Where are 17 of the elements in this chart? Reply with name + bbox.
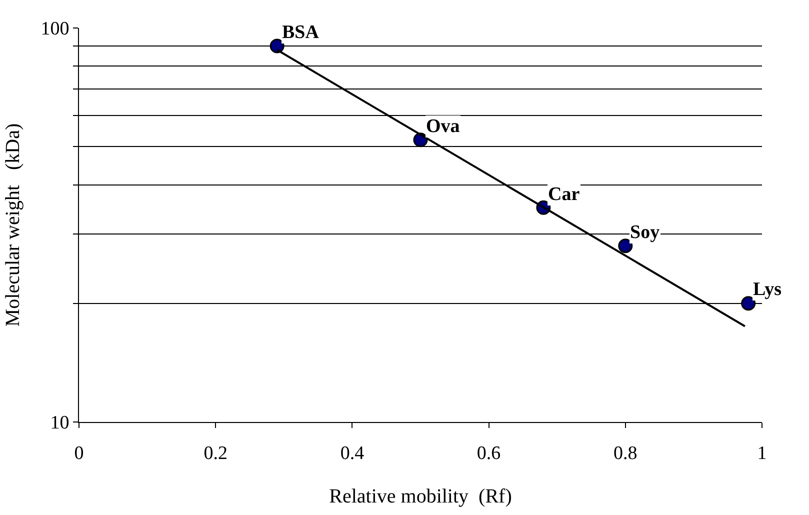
y-tick-label: 100 [40, 18, 70, 40]
x-tick-label: 0.4 [340, 442, 365, 464]
x-tick-label: 0 [74, 442, 84, 464]
x-tick-label: 0.6 [476, 442, 501, 464]
x-tick-label: 0.2 [204, 442, 228, 464]
x-axis-title: Relative mobility (Rf) [329, 485, 512, 508]
annotation: Car [548, 184, 580, 205]
y-tick-label: 10 [50, 412, 70, 434]
y-axis-title: Molecular weight (kDa) [2, 123, 24, 327]
point [618, 238, 633, 254]
x-tick-label: 0.8 [614, 442, 638, 464]
annotation: BSA [282, 22, 320, 43]
annotation: Ova [426, 116, 460, 137]
x-tick-label: 1 [757, 442, 767, 464]
point [270, 38, 284, 54]
annotation: Lys [753, 279, 782, 300]
annotation: Soy [630, 222, 660, 243]
